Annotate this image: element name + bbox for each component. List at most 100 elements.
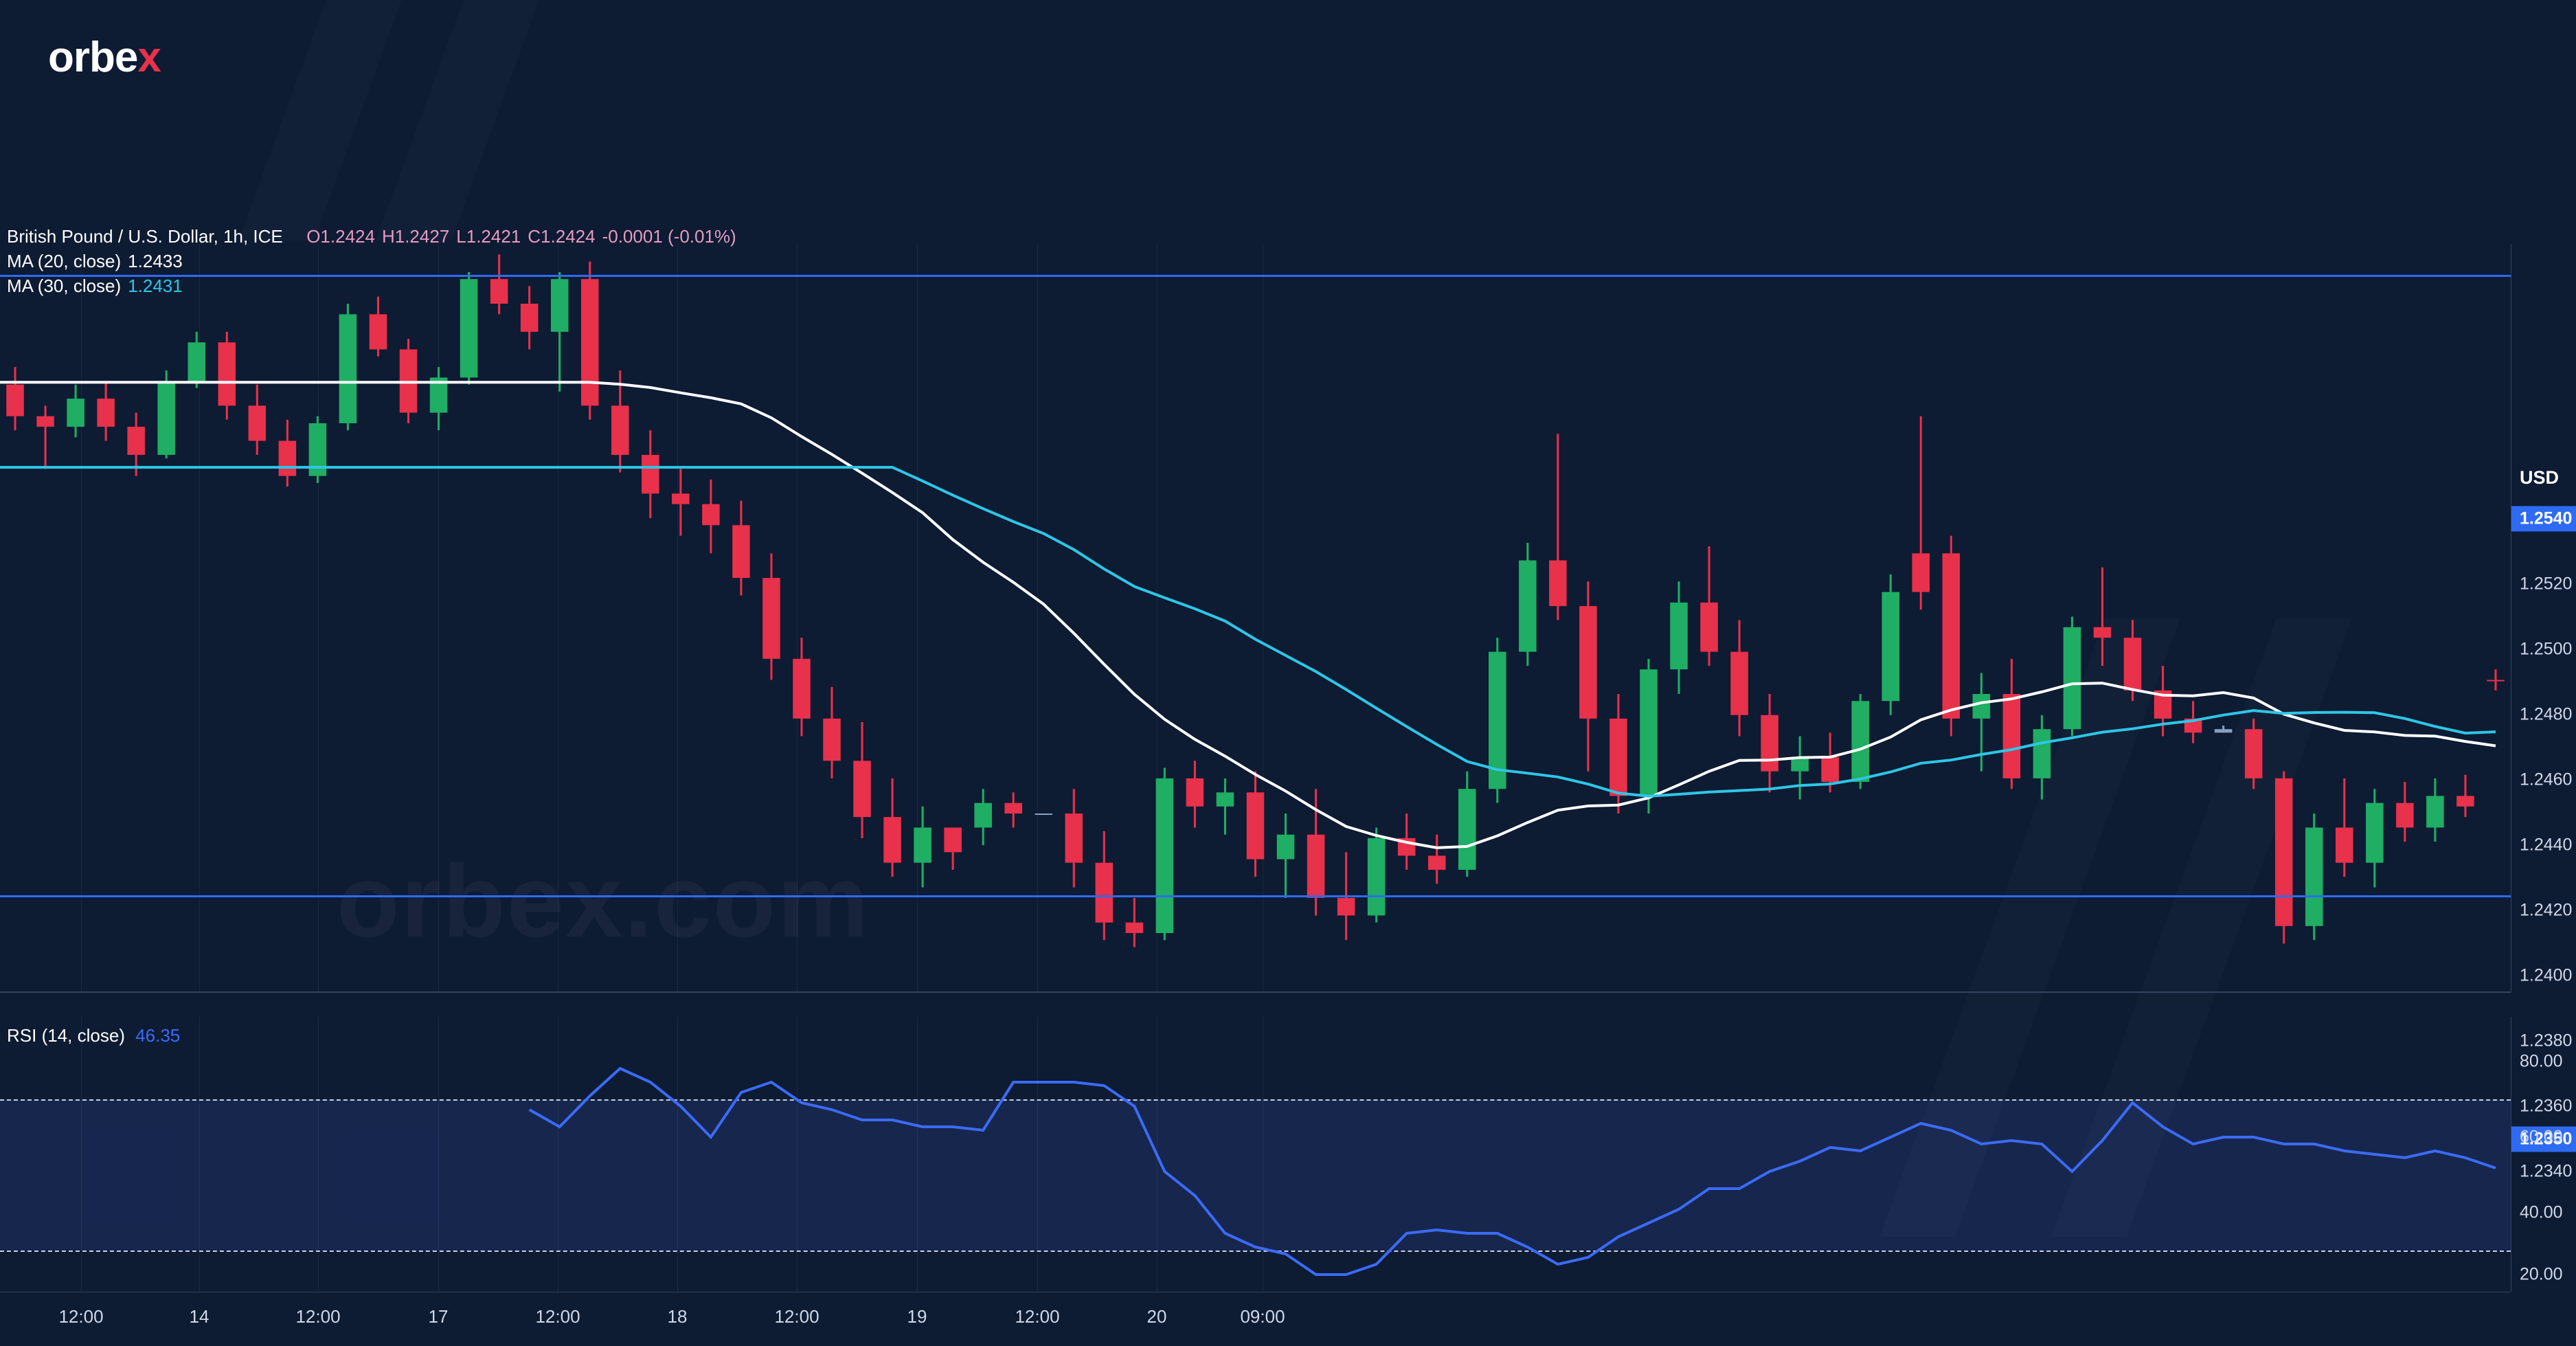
- candle-body[interactable]: [2336, 827, 2353, 862]
- candle-body[interactable]: [2094, 627, 2112, 638]
- candle-body[interactable]: [672, 493, 690, 504]
- orbex-logo: orbe x: [48, 33, 161, 82]
- time-tick-18-986: 18: [668, 1306, 688, 1327]
- candle-body[interactable]: [1307, 835, 1325, 898]
- candle-body[interactable]: [1579, 606, 1597, 719]
- candle-body[interactable]: [1156, 778, 1174, 933]
- candle-body[interactable]: [2305, 827, 2323, 926]
- candle-body[interactable]: [1519, 561, 1537, 652]
- candle-body[interactable]: [36, 416, 54, 427]
- candle-body[interactable]: [2215, 729, 2233, 732]
- candle-body[interactable]: [1368, 838, 1386, 916]
- price-axis[interactable]: USD 1.2540 1.2520 1.2500 1.2480 1.2460 1.2440…: [2511, 244, 2576, 993]
- candle-body[interactable]: [249, 405, 267, 440]
- candle-body[interactable]: [2426, 796, 2444, 827]
- candle-body[interactable]: [1670, 603, 1688, 669]
- candle-body[interactable]: [883, 817, 901, 863]
- candle-body[interactable]: [642, 455, 659, 493]
- candle-body[interactable]: [2245, 729, 2263, 778]
- candle-body[interactable]: [1035, 814, 1052, 815]
- candle-body[interactable]: [218, 342, 236, 405]
- candle-body[interactable]: [1549, 561, 1567, 607]
- symbol-ohlc-line: British Pound / U.S. Dollar, 1h, ICE O1.…: [7, 224, 736, 249]
- candle-body[interactable]: [1730, 652, 1748, 715]
- support-line: [0, 895, 2511, 897]
- candle-body[interactable]: [2456, 796, 2474, 806]
- time-tick-0900-1838: 09:00: [1240, 1306, 1285, 1327]
- candle-body[interactable]: [1428, 855, 1446, 869]
- price-tick-1.2540: 1.2540: [2511, 506, 2576, 532]
- candle-body[interactable]: [1851, 701, 1869, 782]
- candle-body[interactable]: [1065, 814, 1083, 863]
- candle-body[interactable]: [1247, 792, 1265, 859]
- price-tick-1.2400: 1.2400: [2520, 966, 2572, 986]
- candle-body[interactable]: [1096, 863, 1114, 923]
- candle-body[interactable]: [1943, 553, 1961, 719]
- rsi-line-svg: [0, 1017, 2511, 1292]
- vertical-gridline: [438, 1017, 439, 1292]
- candle-body[interactable]: [1821, 757, 1839, 782]
- candle-body[interactable]: [97, 399, 115, 427]
- candle-body[interactable]: [188, 342, 205, 381]
- candle-body[interactable]: [2487, 680, 2505, 682]
- vertical-gridline: [797, 1017, 798, 1292]
- candle-body[interactable]: [1217, 792, 1234, 806]
- candle-body[interactable]: [1337, 898, 1355, 916]
- candle-body[interactable]: [2003, 694, 2021, 778]
- candle-body[interactable]: [944, 827, 962, 852]
- candle-body[interactable]: [1609, 719, 1627, 796]
- candle-body[interactable]: [279, 441, 297, 476]
- rsi-axis[interactable]: 80.00 60.00 40.00 20.00: [2511, 1017, 2576, 1292]
- candle-body[interactable]: [1973, 694, 1991, 719]
- candle-body[interactable]: [2366, 803, 2384, 863]
- candle-body[interactable]: [1882, 592, 1899, 702]
- candle-body[interactable]: [914, 827, 931, 862]
- candle-body[interactable]: [1458, 789, 1476, 870]
- candle-body[interactable]: [157, 381, 175, 455]
- vertical-gridline: [199, 1017, 200, 1292]
- rsi-info-line: RSI (14, close) 46.35: [7, 1025, 180, 1046]
- decorative-stripe: [238, 0, 414, 240]
- candle-body[interactable]: [974, 803, 992, 828]
- time-axis[interactable]: 12:00 14 12:00 17 12:00 18 12:00 19 12:00 20 09:00: [0, 1292, 2511, 1346]
- price-tick-1.2440: 1.2440: [2520, 835, 2572, 855]
- time-tick-1200-463: 12:00: [295, 1306, 340, 1327]
- candle-body[interactable]: [1277, 835, 1295, 860]
- rsi-panel[interactable]: [0, 1017, 2511, 1292]
- candle-body[interactable]: [2275, 778, 2293, 926]
- time-tick-1200-812: 12:00: [535, 1306, 580, 1327]
- vertical-gridline: [677, 1017, 678, 1292]
- candle-body[interactable]: [1912, 553, 1930, 592]
- candle-body[interactable]: [1004, 803, 1022, 814]
- candle-body[interactable]: [2396, 803, 2414, 828]
- candle-body[interactable]: [127, 427, 145, 455]
- candle-body[interactable]: [2033, 729, 2051, 778]
- candle-body[interactable]: [67, 399, 84, 427]
- candle-body[interactable]: [1700, 603, 1718, 652]
- candle-body[interactable]: [521, 304, 539, 332]
- candle-body[interactable]: [1126, 923, 1144, 933]
- candle-body[interactable]: [2064, 627, 2081, 729]
- candle-body[interactable]: [2124, 638, 2142, 691]
- candle-body[interactable]: [370, 314, 387, 349]
- candle-body[interactable]: [611, 405, 629, 455]
- price-tick-1.2420: 1.2420: [2520, 901, 2572, 921]
- price-info-panel: British Pound / U.S. Dollar, 1h, ICE O1.…: [7, 224, 736, 298]
- candle-body[interactable]: [702, 504, 720, 526]
- candle-body[interactable]: [762, 578, 780, 659]
- candle-body[interactable]: [1761, 715, 1778, 772]
- candle-body[interactable]: [823, 719, 841, 761]
- candle-body[interactable]: [1186, 778, 1204, 807]
- candle-body[interactable]: [6, 385, 24, 416]
- candlestick-svg: [0, 244, 2511, 993]
- time-tick-14-290: 14: [190, 1306, 210, 1327]
- time-tick-19-1335: 19: [907, 1306, 927, 1327]
- candle-body[interactable]: [732, 525, 750, 578]
- vertical-gridline: [917, 1017, 918, 1292]
- candle-body[interactable]: [339, 314, 357, 423]
- candle-body[interactable]: [853, 761, 871, 817]
- time-tick-1200-1160: 12:00: [774, 1306, 819, 1327]
- candle-body[interactable]: [1640, 669, 1658, 796]
- candle-body[interactable]: [793, 659, 811, 719]
